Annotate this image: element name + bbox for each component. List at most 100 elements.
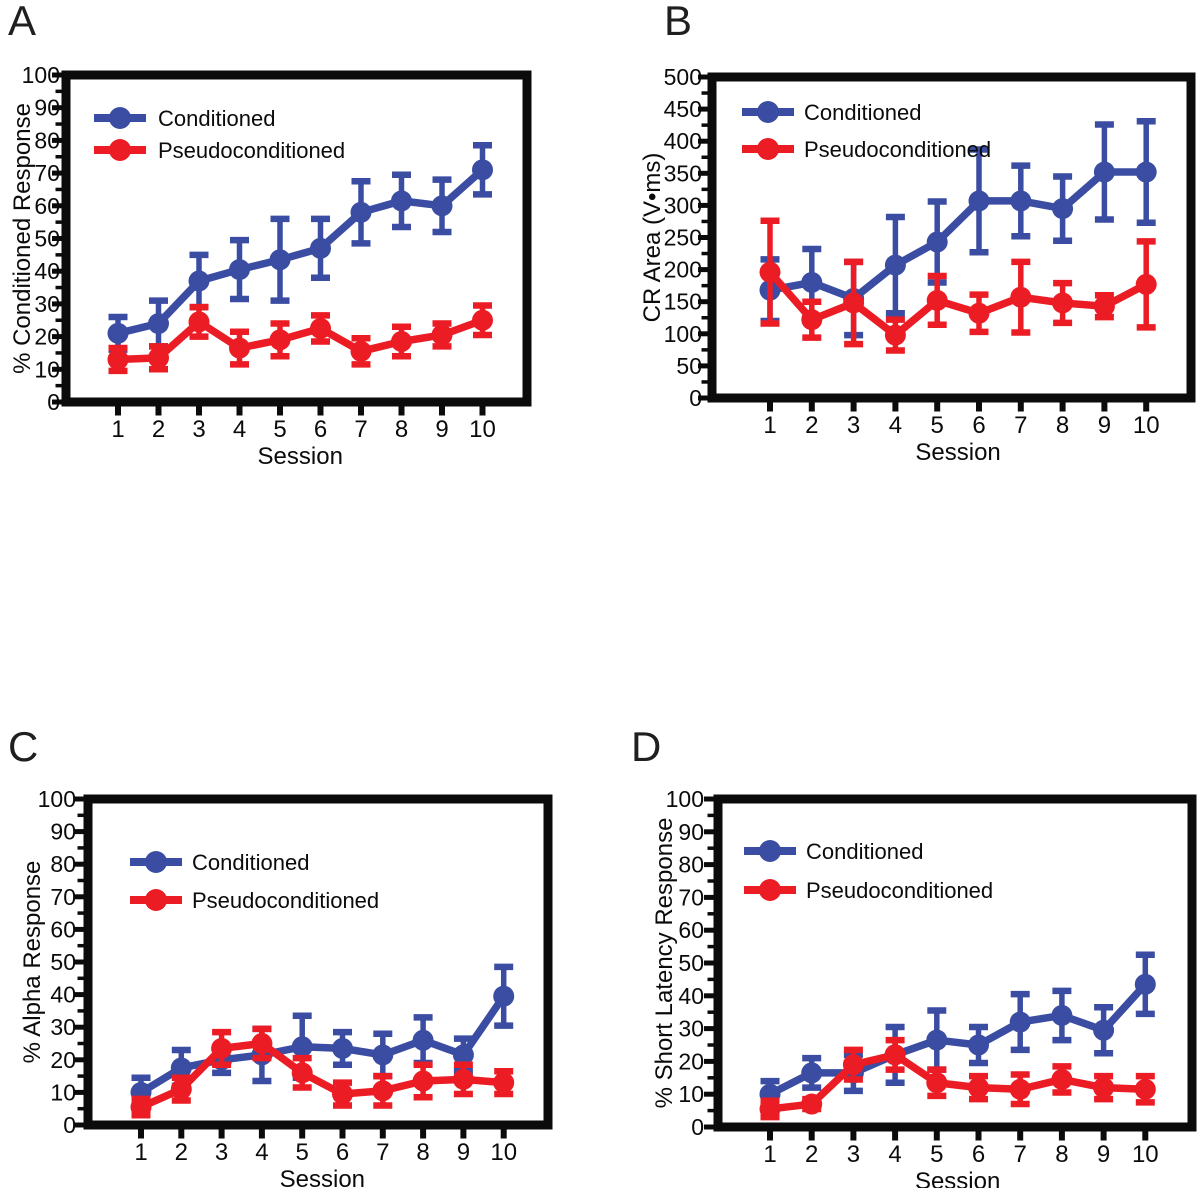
y-tick-label: 200	[664, 257, 702, 283]
y-tick-label: 0	[63, 1112, 76, 1138]
x-tick-label: 10	[1133, 412, 1160, 439]
data-point-marker	[452, 1044, 474, 1066]
data-point-marker	[310, 317, 331, 339]
y-tick-label: 0	[689, 385, 702, 411]
y-tick-label: 10	[50, 1079, 76, 1105]
data-point-marker	[251, 1033, 273, 1054]
data-point-marker	[843, 292, 865, 314]
x-tick-label: 9	[1098, 412, 1111, 439]
y-axis: 0 10 20 30 40 50 60 70 80 90 100	[38, 786, 84, 1138]
data-point-marker	[842, 1054, 864, 1076]
y-axis: 0 10 20 30 40 50 60 70 80 90 100	[22, 62, 62, 415]
legend-swatch-marker	[109, 139, 131, 161]
panel-A-chart: 0 10 20 30 40 50 60 70 80 90 100 1 2 3 4 5 6 7 8 9 10 Session…	[9, 62, 532, 470]
series-line	[766, 268, 1150, 339]
y-tick-label: 350	[664, 160, 702, 186]
legend-label: Pseudoconditioned	[806, 878, 993, 903]
x-axis: 1 2 3 4 5 6 7 8 9 10	[763, 1131, 1159, 1168]
y-tick-label: 30	[678, 1016, 704, 1042]
data-point-marker	[493, 985, 515, 1007]
data-point-marker	[107, 322, 129, 344]
data-point-marker	[391, 331, 412, 353]
data-point-marker	[801, 1093, 823, 1115]
x-axis: 1 2 3 4 5 6 7 8 9 10	[134, 1129, 517, 1166]
x-tick-label: 2	[805, 412, 818, 439]
x-tick-label: 6	[336, 1139, 349, 1166]
x-tick-label: 6	[972, 412, 985, 439]
data-point-marker	[391, 190, 412, 212]
y-tick-label: 90	[678, 819, 704, 845]
y-tick-label: 150	[664, 289, 702, 315]
data-point-marker	[1093, 1019, 1115, 1041]
y-tick-label: 50	[34, 226, 60, 252]
y-tick-label: 80	[678, 852, 704, 878]
y-tick-label: 20	[34, 324, 60, 350]
data-point-marker	[759, 1098, 781, 1120]
data-point-marker	[211, 1037, 233, 1059]
series-line	[766, 980, 1150, 1098]
x-tick-label: 8	[395, 416, 408, 443]
data-point-marker	[148, 313, 169, 335]
x-tick-label: 6	[314, 416, 327, 443]
x-axis: 1 2 3 4 5 6 7 8 9 10	[763, 402, 1160, 439]
plot-frame	[83, 794, 553, 1130]
series-pseudoconditioned	[130, 1025, 515, 1119]
data-point-marker	[452, 1068, 474, 1090]
y-tick-label: 400	[664, 128, 702, 154]
data-point-marker	[884, 324, 906, 346]
y-tick-label: 10	[34, 356, 60, 382]
data-point-marker	[431, 324, 453, 346]
data-point-marker	[229, 337, 250, 359]
data-point-marker	[968, 1034, 989, 1056]
x-tick-label: 8	[1056, 412, 1069, 439]
x-tick-label: 8	[416, 1139, 429, 1166]
series-line	[114, 166, 487, 338]
data-point-marker	[130, 1096, 152, 1118]
data-point-marker	[926, 289, 948, 311]
panel-b-letter: B	[664, 0, 693, 44]
plot-frame	[61, 70, 532, 407]
y-tick-label: 10	[678, 1081, 704, 1107]
data-point-marker	[926, 1072, 948, 1094]
legend-swatch-marker	[757, 101, 779, 123]
x-tick-label: 4	[888, 1141, 901, 1168]
x-tick-label: 1	[111, 416, 124, 443]
legend-swatch-marker	[757, 138, 779, 160]
legend: Conditioned Pseudoconditioned	[744, 839, 993, 903]
series-pseudoconditioned	[107, 302, 493, 375]
data-point-marker	[431, 195, 453, 217]
series-line	[766, 1051, 1150, 1113]
legend-label: Conditioned	[806, 839, 923, 864]
y-tick-label: 0	[691, 1114, 704, 1140]
data-point-marker	[229, 259, 250, 281]
legend-swatch-marker	[145, 889, 167, 911]
x-tick-label: 1	[763, 1141, 776, 1168]
y-tick-label: 60	[34, 193, 60, 219]
x-tick-label: 7	[376, 1139, 389, 1166]
data-point-marker	[412, 1070, 434, 1092]
y-tick-label: 50	[50, 949, 76, 975]
series-pseudoconditioned	[759, 1036, 1156, 1121]
legend-swatch-marker	[109, 107, 131, 129]
y-tick-label: 100	[666, 786, 704, 812]
data-point-marker	[1009, 1011, 1031, 1033]
data-point-marker	[968, 1077, 989, 1099]
x-tick-label: 2	[175, 1139, 188, 1166]
x-tick-label: 5	[930, 1141, 943, 1168]
y-axis-title: % Short Latency Response	[651, 818, 678, 1109]
legend-label: Pseudoconditioned	[804, 137, 991, 162]
data-point-marker	[148, 347, 169, 369]
data-point-marker	[801, 309, 823, 331]
data-point-marker	[759, 261, 781, 283]
data-point-marker	[884, 254, 906, 276]
data-point-marker	[968, 190, 990, 212]
y-axis: 0 10 20 30 40 50 60 70 80 90 100	[666, 786, 714, 1140]
legend-label: Conditioned	[804, 100, 921, 125]
y-tick-label: 100	[22, 62, 60, 88]
x-tick-label: 1	[763, 412, 776, 439]
y-tick-label: 450	[664, 96, 702, 122]
x-tick-label: 9	[457, 1139, 470, 1166]
legend: Conditioned Pseudoconditioned	[130, 850, 379, 913]
data-point-marker	[310, 237, 331, 259]
